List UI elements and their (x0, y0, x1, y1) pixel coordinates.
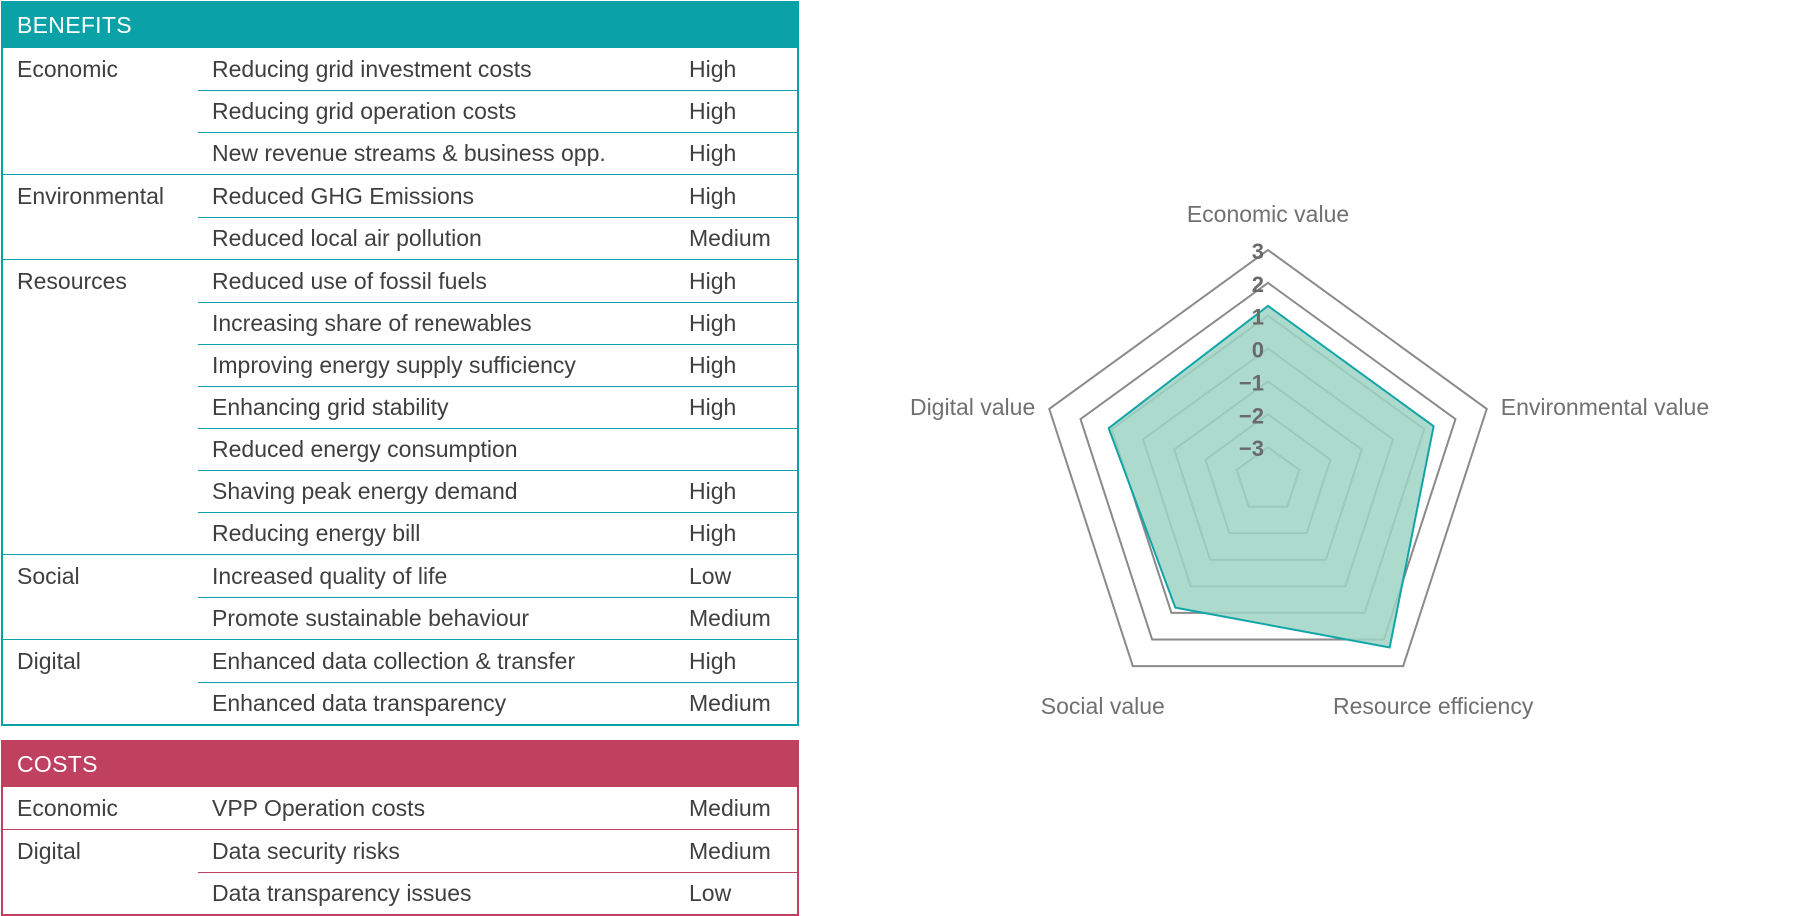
table-row: Promote sustainable behaviour Medium (3, 597, 797, 639)
benefits-rows: Economic Reducing grid investment costs Hi… (3, 47, 797, 724)
axis-label: Resource efficiency (1333, 693, 1534, 719)
item-cell: Data security risks (212, 838, 400, 864)
level-cell: High (689, 183, 737, 209)
level-cell: Medium (689, 795, 771, 821)
costs-table: COSTS Economic VPP Operation costs Medium D… (1, 740, 799, 916)
item-cell: Shaving peak energy demand (212, 478, 518, 504)
tick-label: −2 (1239, 403, 1264, 428)
grid-ring (1079, 281, 1457, 641)
table-row: Reducing grid operation costs High (3, 90, 797, 132)
item-cell: VPP Operation costs (212, 795, 426, 821)
table-row: Environmental Reduced GHG Emissions High (3, 174, 797, 217)
item-cell: New revenue streams & business opp. (212, 140, 606, 166)
table-row: Data transparency issues Low (3, 872, 797, 914)
benefits-table: BENEFITS Economic Reducing grid investmen… (1, 1, 799, 726)
item-cell: Reduced energy consumption (212, 436, 518, 462)
item-cell: Increased quality of life (212, 563, 448, 589)
table-row: Improving energy supply sufficiency High (3, 344, 797, 386)
tick-label: 3 (1252, 239, 1264, 264)
category-cell: Social (17, 563, 80, 589)
level-cell: Medium (689, 225, 771, 251)
level-cell: High (689, 310, 737, 336)
level-cell: Medium (689, 690, 771, 716)
category-cell: Economic (17, 795, 118, 821)
axis-label: Social value (1041, 693, 1165, 719)
category-cell: Economic (17, 56, 118, 82)
grid-ring (1048, 248, 1488, 668)
level-cell: High (689, 520, 737, 546)
item-cell: Reduced local air pollution (212, 225, 482, 251)
level-cell: High (689, 352, 737, 378)
item-cell: Reducing energy bill (212, 520, 421, 546)
item-cell: Enhanced data transparency (212, 690, 507, 716)
item-cell: Promote sustainable behaviour (212, 605, 530, 631)
axis-label: Digital value (910, 394, 1035, 420)
item-cell: Reducing grid investment costs (212, 56, 532, 82)
item-cell: Reduced use of fossil fuels (212, 268, 487, 294)
table-row: Digital Enhanced data collection & transf… (3, 639, 797, 682)
level-cell: High (689, 394, 737, 420)
level-cell: High (689, 478, 737, 504)
table-row: Digital Data security risks Medium (3, 829, 797, 872)
item-cell: Enhancing grid stability (212, 394, 449, 420)
costs-header: COSTS (3, 742, 797, 786)
axis-label: Economic value (1187, 201, 1349, 227)
level-cell: Medium (689, 838, 771, 864)
level-cell: High (689, 648, 737, 674)
table-row: Reduced energy consumption (3, 428, 797, 470)
item-cell: Reducing grid operation costs (212, 98, 517, 124)
item-cell: Reduced GHG Emissions (212, 183, 475, 209)
category-cell: Digital (17, 648, 81, 674)
item-cell: Enhanced data collection & transfer (212, 648, 576, 674)
table-row: Increasing share of renewables High (3, 302, 797, 344)
table-row: Social Increased quality of life Low (3, 554, 797, 597)
table-row: Shaving peak energy demand High (3, 470, 797, 512)
table-row: Economic VPP Operation costs Medium (3, 786, 797, 829)
table-row: Reducing energy bill High (3, 512, 797, 554)
level-cell: High (689, 268, 737, 294)
level-cell: High (689, 140, 737, 166)
table-row: Resources Reduced use of fossil fuels High (3, 259, 797, 302)
radar-chart: 3 2 1 0 −1 −2 −3 Economic value Environmental va… (910, 201, 1709, 719)
category-cell: Digital (17, 838, 81, 864)
data-series-polygon (1107, 304, 1435, 649)
level-cell: Low (689, 563, 732, 589)
table-row: Reduced local air pollution Medium (3, 217, 797, 259)
item-cell: Improving energy supply sufficiency (212, 352, 576, 378)
item-cell: Increasing share of renewables (212, 310, 532, 336)
axis-label: Environmental value (1501, 394, 1709, 420)
tick-label: −3 (1239, 436, 1264, 461)
table-row: Enhanced data transparency Medium (3, 682, 797, 724)
table-row: New revenue streams & business opp. High (3, 132, 797, 174)
tick-label: 2 (1252, 272, 1264, 297)
category-cell: Resources (17, 268, 127, 294)
category-cell: Environmental (17, 183, 165, 209)
tick-label: 1 (1252, 305, 1264, 330)
level-cell: Medium (689, 605, 771, 631)
level-cell: High (689, 56, 737, 82)
level-cell: High (689, 98, 737, 124)
tick-label: −1 (1239, 370, 1264, 395)
costs-rows: Economic VPP Operation costs Medium Digital… (3, 786, 797, 914)
table-row: Economic Reducing grid investment costs Hi… (3, 47, 797, 90)
item-cell: Data transparency issues (212, 880, 472, 906)
tick-label: 0 (1252, 338, 1264, 363)
level-cell: Low (689, 880, 732, 906)
benefits-header: BENEFITS (3, 3, 797, 47)
table-row: Enhancing grid stability High (3, 386, 797, 428)
